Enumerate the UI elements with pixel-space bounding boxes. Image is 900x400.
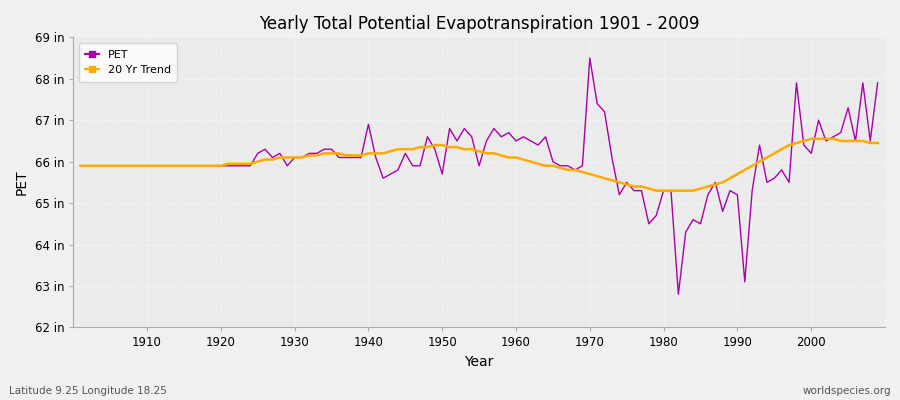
Line: PET: PET bbox=[81, 58, 878, 294]
Legend: PET, 20 Yr Trend: PET, 20 Yr Trend bbox=[79, 43, 177, 82]
PET bbox=[341, 155, 352, 160]
Y-axis label: PET: PET bbox=[15, 170, 29, 195]
Line: 20 Yr Trend: 20 Yr Trend bbox=[81, 139, 878, 191]
20 Yr Trend bbox=[503, 155, 514, 160]
Title: Yearly Total Potential Evapotranspiration 1901 - 2009: Yearly Total Potential Evapotranspiratio… bbox=[259, 15, 699, 33]
20 Yr Trend bbox=[297, 155, 308, 160]
20 Yr Trend bbox=[806, 136, 816, 141]
PET bbox=[584, 56, 595, 60]
20 Yr Trend bbox=[872, 141, 883, 146]
PET bbox=[134, 163, 145, 168]
PET bbox=[503, 130, 514, 135]
Text: Latitude 9.25 Longitude 18.25: Latitude 9.25 Longitude 18.25 bbox=[9, 386, 166, 396]
PET bbox=[607, 155, 617, 160]
20 Yr Trend bbox=[599, 176, 610, 181]
20 Yr Trend bbox=[134, 163, 145, 168]
X-axis label: Year: Year bbox=[464, 355, 494, 369]
PET bbox=[872, 80, 883, 85]
20 Yr Trend bbox=[76, 163, 86, 168]
20 Yr Trend bbox=[651, 188, 661, 193]
PET bbox=[510, 138, 521, 143]
PET bbox=[297, 155, 308, 160]
PET bbox=[673, 292, 684, 297]
20 Yr Trend bbox=[341, 153, 352, 158]
20 Yr Trend bbox=[510, 155, 521, 160]
PET bbox=[76, 163, 86, 168]
Text: worldspecies.org: worldspecies.org bbox=[803, 386, 891, 396]
